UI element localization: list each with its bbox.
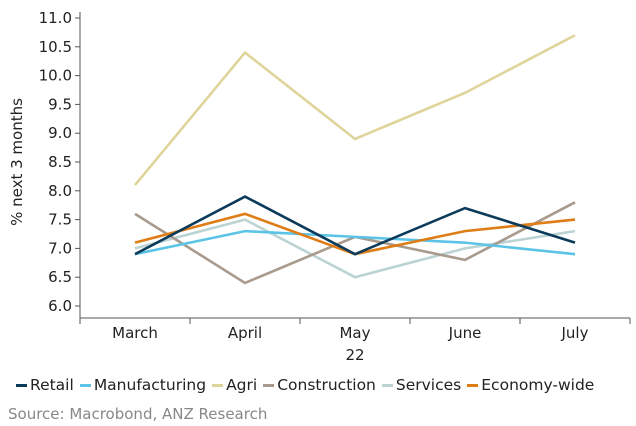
legend-item: Construction bbox=[263, 376, 376, 394]
legend-label: Economy-wide bbox=[481, 376, 595, 394]
series-line-manufacturing bbox=[134, 229, 576, 256]
y-tick-label: 11.0 bbox=[39, 9, 72, 27]
series-line-agri bbox=[133, 34, 576, 186]
x-tick-label: May bbox=[339, 324, 370, 342]
series-line-retail bbox=[134, 195, 576, 256]
legend-item: Economy-wide bbox=[467, 376, 594, 394]
legend-swatch bbox=[212, 383, 224, 387]
legend-label: Manufacturing bbox=[93, 376, 207, 394]
x-tick-label: July bbox=[561, 324, 589, 342]
legend-label: Construction bbox=[277, 376, 376, 394]
legend-label: Services bbox=[395, 376, 462, 394]
y-axis: 6.0 6.5 7.0 7.5 8.0 8.5 9.0 9.5 10.0 10.5 11.0 bbox=[39, 9, 81, 318]
source-note: Source: Macrobond, ANZ Research bbox=[8, 405, 268, 423]
x-tick-label: March bbox=[112, 324, 158, 342]
legend-item: Manufacturing bbox=[79, 376, 207, 394]
legend-item: Agri bbox=[212, 376, 257, 394]
x-tick-label: April bbox=[228, 324, 262, 342]
y-tick-label: 10.5 bbox=[39, 38, 72, 56]
y-tick-label: 8.5 bbox=[48, 153, 72, 171]
y-tick-label: 9.5 bbox=[48, 95, 72, 113]
x-group-label: 22 bbox=[345, 346, 364, 364]
y-tick-label: 6.5 bbox=[48, 268, 72, 286]
y-tick-label: 8.0 bbox=[48, 182, 72, 200]
legend-swatch bbox=[467, 383, 479, 387]
series-lines bbox=[133, 34, 576, 285]
y-axis-label: % next 3 months bbox=[8, 98, 26, 226]
legend-label: Retail bbox=[30, 376, 74, 394]
y-tick-label: 7.5 bbox=[48, 211, 72, 229]
legend-item: Retail bbox=[16, 376, 74, 394]
y-tick-label: 10.0 bbox=[39, 67, 72, 85]
series-line-services bbox=[134, 218, 576, 279]
legend-label: Agri bbox=[226, 376, 258, 394]
legend-item: Services bbox=[381, 376, 462, 394]
legend-swatch bbox=[381, 383, 393, 387]
x-axis: March April May June July 22 bbox=[79, 317, 631, 364]
line-chart: 6.0 6.5 7.0 7.5 8.0 8.5 9.0 9.5 10.0 10.5 11.0 Mar… bbox=[8, 9, 631, 364]
legend-swatch bbox=[79, 383, 91, 387]
y-tick-label: 9.0 bbox=[48, 124, 72, 142]
x-tick-label: June bbox=[448, 324, 482, 342]
legend-swatch bbox=[263, 383, 275, 387]
legend: Retail Manufacturing Agri Construction Servi… bbox=[16, 376, 600, 394]
y-tick-label: 6.0 bbox=[48, 297, 72, 315]
legend-swatch bbox=[16, 383, 27, 387]
y-tick-label: 7.0 bbox=[48, 239, 72, 257]
